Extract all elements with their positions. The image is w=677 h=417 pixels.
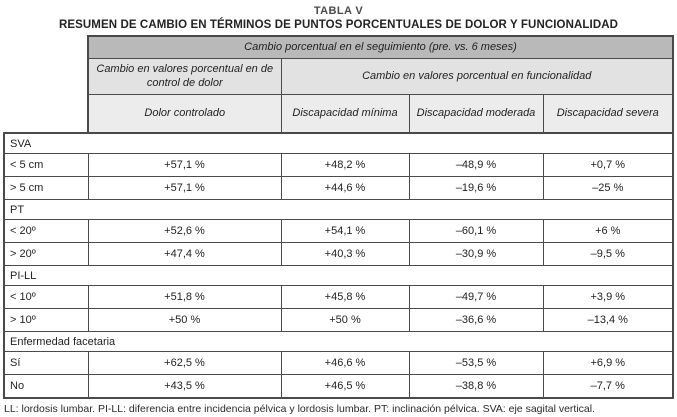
value-cell: +52,6 % (87, 219, 282, 243)
value-cell: +3,9 % (542, 285, 674, 309)
value-cell: +50 % (280, 308, 410, 332)
value-cell: +46,6 % (280, 351, 410, 375)
value-cell: +54,1 % (280, 219, 410, 243)
value-cell: +0,7 % (542, 153, 674, 177)
value-cell: +50 % (87, 308, 282, 332)
body-table-body: SVA < 5 cm +57,1 % +48,2 % –48,9 % +0,7 % > 5 … (3, 132, 674, 399)
table-number-title: TABLA V (313, 5, 364, 17)
value-cell: +57,1 % (87, 153, 282, 177)
value-cell: –30,9 % (408, 242, 544, 266)
column-header-discapacidad-moderada: Discapacidad moderada (408, 94, 544, 132)
data-row: < 5 cm +57,1 % +48,2 % –48,9 % +0,7 % (3, 153, 674, 177)
table-footnote: LL: lordosis lumbar. PI-LL: diferencia e… (4, 403, 596, 415)
data-row: > 10º +50 % +50 % –36,6 % –13,4 % (3, 308, 674, 332)
header-top-band-row: Cambio porcentual en el seguimiento (pre… (87, 35, 674, 59)
row-label: > 5 cm (3, 176, 89, 200)
section-row: PT (3, 199, 674, 220)
table-title-block: TABLA V RESUMEN DE CAMBIO EN TÉRMINOS DE… (0, 0, 677, 31)
value-cell: +6 % (542, 219, 674, 243)
value-cell: +43,5 % (87, 374, 282, 399)
value-cell: –53,5 % (408, 351, 544, 375)
value-cell: –19,6 % (408, 176, 544, 200)
table-body: SVA < 5 cm +57,1 % +48,2 % –48,9 % +0,7 % > 5 … (3, 132, 675, 399)
row-label: > 10º (3, 308, 89, 332)
value-cell: +47,4 % (87, 242, 282, 266)
header-group-pain: Cambio en valores porcentual en de contr… (87, 58, 282, 95)
value-cell: +44,6 % (280, 176, 410, 200)
row-label: < 20º (3, 219, 89, 243)
column-header-discapacidad-severa: Discapacidad severa (542, 94, 674, 132)
data-row: < 20º +52,6 % +54,1 % –60,1 % +6 % (3, 219, 674, 243)
row-label: < 5 cm (3, 153, 89, 177)
value-cell: +45,8 % (280, 285, 410, 309)
row-label: Sí (3, 351, 89, 375)
section-label: SVA (3, 132, 674, 154)
value-cell: –36,6 % (408, 308, 544, 332)
value-cell: –48,9 % (408, 153, 544, 177)
section-row: SVA (3, 132, 674, 154)
value-cell: –25 % (542, 176, 674, 200)
column-header-discapacidad-minima: Discapacidad mínima (280, 94, 410, 132)
header-group-functionality: Cambio en valores porcentual en funciona… (280, 58, 674, 95)
value-cell: –7,7 % (542, 374, 674, 399)
data-row: No +43,5 % +46,5 % –38,8 % –7,7 % (3, 374, 674, 399)
value-cell: –38,8 % (408, 374, 544, 399)
value-cell: +40,3 % (280, 242, 410, 266)
column-header-dolor-controlado: Dolor controlado (87, 94, 282, 132)
data-row: < 10º +51,8 % +45,8 % –49,7 % +3,9 % (3, 285, 674, 309)
header-top-band: Cambio porcentual en el seguimiento (pre… (87, 35, 674, 59)
value-cell: –13,4 % (542, 308, 674, 332)
header-group-row: Cambio en valores porcentual en de contr… (87, 58, 674, 95)
section-label: PT (3, 199, 674, 220)
data-row: > 5 cm +57,1 % +44,6 % –19,6 % –25 % (3, 176, 674, 200)
section-row: Enfermedad facetaria (3, 331, 674, 352)
value-cell: –60,1 % (408, 219, 544, 243)
value-cell: +57,1 % (87, 176, 282, 200)
value-cell: –9,5 % (542, 242, 674, 266)
data-row: > 20º +47,4 % +40,3 % –30,9 % –9,5 % (3, 242, 674, 266)
row-label: > 20º (3, 242, 89, 266)
value-cell: +48,2 % (280, 153, 410, 177)
row-label: < 10º (3, 285, 89, 309)
section-row: PI-LL (3, 265, 674, 286)
row-label: No (3, 374, 89, 399)
header-columns-row: Dolor controlado Discapacidad mínima Dis… (87, 94, 674, 132)
value-cell: +46,5 % (280, 374, 410, 399)
section-label: Enfermedad facetaria (3, 331, 674, 352)
value-cell: +51,8 % (87, 285, 282, 309)
value-cell: +6,9 % (542, 351, 674, 375)
value-cell: +62,5 % (87, 351, 282, 375)
table-caption: RESUMEN DE CAMBIO EN TÉRMINOS DE PUNTOS … (58, 19, 619, 31)
table-header: Cambio porcentual en el seguimiento (pre… (87, 35, 674, 132)
data-row: Sí +62,5 % +46,6 % –53,5 % +6,9 % (3, 351, 674, 375)
section-label: PI-LL (3, 265, 674, 286)
value-cell: –49,7 % (408, 285, 544, 309)
